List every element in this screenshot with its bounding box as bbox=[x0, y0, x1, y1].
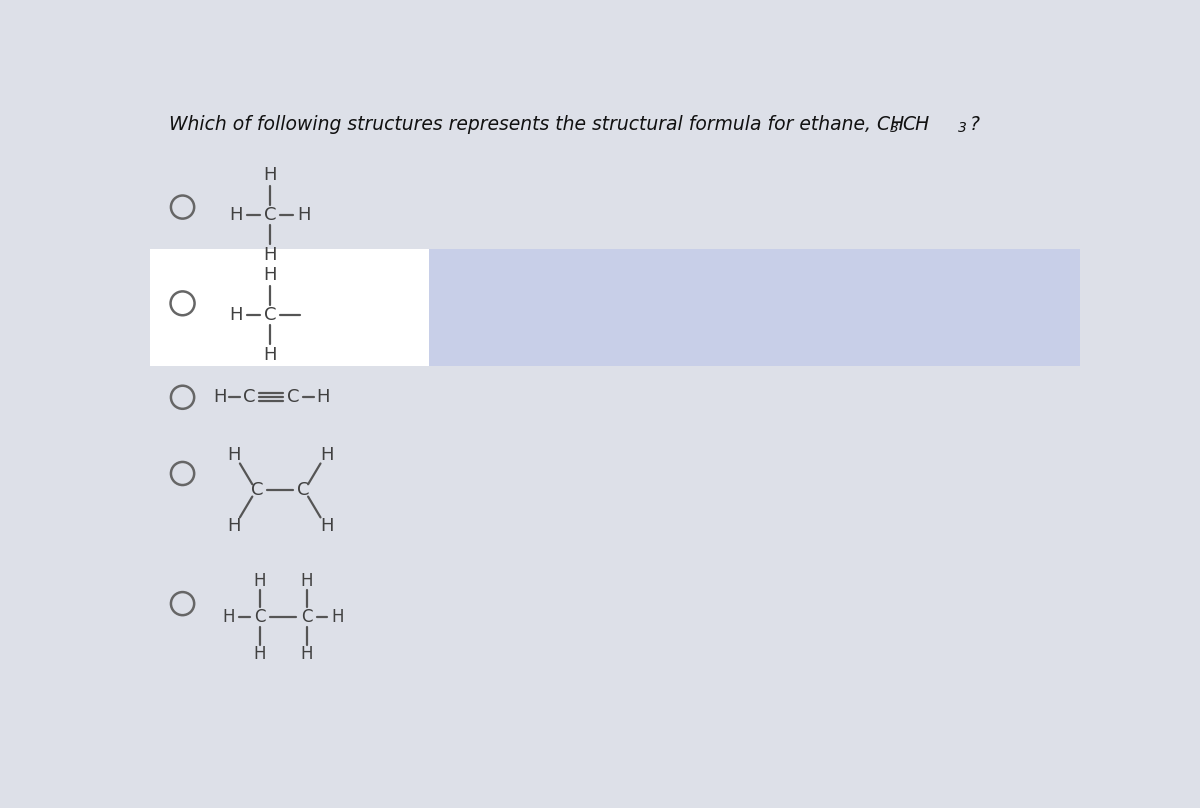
Text: H: H bbox=[227, 517, 240, 535]
Text: H: H bbox=[298, 206, 311, 224]
Bar bbox=[150, 250, 430, 367]
Text: H: H bbox=[229, 306, 242, 324]
Text: H: H bbox=[254, 571, 266, 590]
Text: C: C bbox=[251, 482, 263, 499]
Text: CH: CH bbox=[901, 116, 929, 134]
Text: H: H bbox=[316, 389, 330, 406]
Text: H: H bbox=[263, 246, 277, 263]
Text: 3: 3 bbox=[959, 120, 967, 135]
Text: H: H bbox=[223, 608, 235, 626]
Text: 3: 3 bbox=[890, 120, 899, 135]
Text: C: C bbox=[298, 482, 310, 499]
Text: C: C bbox=[242, 389, 256, 406]
Text: C: C bbox=[264, 206, 276, 224]
Text: C: C bbox=[301, 608, 312, 626]
Text: H: H bbox=[229, 206, 242, 224]
Text: H: H bbox=[254, 646, 266, 663]
Text: H: H bbox=[214, 389, 227, 406]
Text: H: H bbox=[227, 446, 240, 464]
Text: C: C bbox=[287, 389, 300, 406]
Text: H: H bbox=[320, 446, 334, 464]
Text: H: H bbox=[263, 266, 277, 284]
Text: C: C bbox=[254, 608, 266, 626]
Text: H: H bbox=[263, 346, 277, 364]
Text: C: C bbox=[264, 306, 276, 324]
Text: H: H bbox=[320, 517, 334, 535]
Text: H: H bbox=[331, 608, 343, 626]
Text: H: H bbox=[300, 646, 313, 663]
Text: H: H bbox=[263, 166, 277, 183]
Text: Which of following structures represents the structural formula for ethane, CH: Which of following structures represents… bbox=[169, 116, 905, 134]
Text: ?: ? bbox=[970, 116, 980, 134]
Bar bbox=[150, 250, 1080, 367]
Text: H: H bbox=[300, 571, 313, 590]
